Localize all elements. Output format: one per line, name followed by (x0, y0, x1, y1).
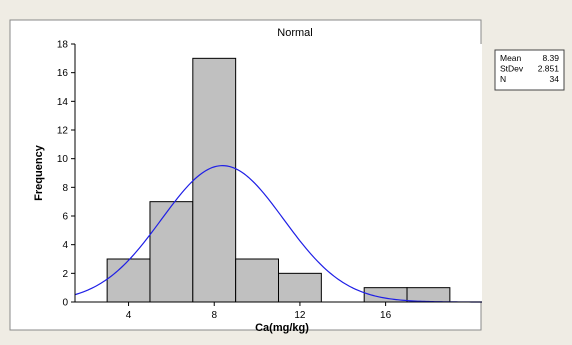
y-tick-label-4: 8 (62, 183, 68, 194)
histogram-bar-0 (106, 258, 151, 303)
y-tick-label-7: 14 (57, 97, 69, 108)
y-tick-label-8: 16 (57, 68, 69, 79)
y-tick-label-5: 10 (57, 154, 69, 165)
x-tick-label-2: 12 (294, 310, 306, 321)
y-tick-label-3: 6 (62, 212, 68, 223)
histogram-bar-4 (278, 272, 322, 303)
x-axis-title: Ca(mg/kg) (255, 322, 309, 334)
legend-label-mean: Mean (500, 53, 522, 63)
chart-marks: 0 2 4 6 8 10 12 14 16 18 4 8 12 16 Normal Ca(mg/kg) Freq… (33, 27, 482, 334)
chart-title: Normal (277, 27, 312, 39)
normal-fit-curve (74, 165, 482, 303)
x-tick-label-0: 4 (126, 310, 132, 321)
histogram-bar-7 (406, 287, 451, 303)
y-tick-label-0: 0 (62, 298, 68, 309)
stats-legend: Mean 8.39 StDev 2.851 N 34 (494, 49, 565, 91)
histogram-bar-2 (192, 57, 237, 303)
x-tick-label-1: 8 (211, 310, 217, 321)
legend-label-stdev: StDev (500, 64, 524, 74)
y-tick-label-9: 18 (57, 40, 69, 51)
y-tick-label-1: 2 (62, 269, 68, 280)
histogram-bar-3 (235, 258, 280, 303)
legend-value-mean: 8.39 (542, 53, 559, 63)
legend-value-stdev: 2.851 (538, 64, 560, 74)
y-axis-title: Frequency (33, 144, 45, 201)
stats-legend-box (494, 49, 565, 91)
y-tick-label-2: 4 (62, 240, 68, 251)
x-tick-label-3: 16 (380, 310, 392, 321)
histogram-bar-1 (149, 201, 194, 303)
legend-value-n: 34 (550, 74, 560, 84)
y-tick-label-6: 12 (57, 126, 69, 137)
legend-label-n: N (500, 74, 506, 84)
